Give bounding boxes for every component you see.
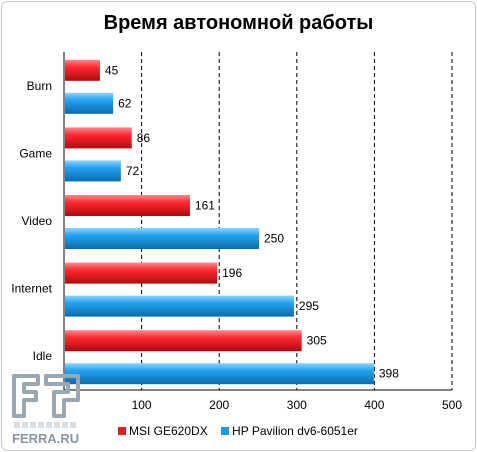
bar-burn-msi xyxy=(65,59,100,81)
bar-internet-msi xyxy=(65,262,218,284)
legend-label-hp: HP Pavilion dv6-6051er xyxy=(232,424,358,438)
category-label-game: Game xyxy=(19,146,52,160)
bar-idle-msi xyxy=(65,330,302,352)
category-label-video: Video xyxy=(22,214,53,228)
bar-burn-hp xyxy=(65,92,114,114)
data-label-game-hp: 72 xyxy=(126,164,140,178)
bar-idle-hp xyxy=(65,363,374,385)
legend-item-msi: MSI GE620DX xyxy=(118,424,208,438)
x-tick-label-300: 300 xyxy=(287,398,307,412)
data-label-video-hp: 250 xyxy=(264,232,284,246)
x-tick-label-500: 500 xyxy=(442,398,462,412)
x-tick-label-100: 100 xyxy=(132,398,152,412)
data-label-idle-msi: 305 xyxy=(307,334,327,348)
data-label-internet-msi: 196 xyxy=(222,266,242,280)
ferra-logo: FERRA.RU xyxy=(12,374,80,446)
bar-video-hp xyxy=(65,228,259,249)
bar-game-msi xyxy=(65,127,132,149)
legend-label-msi: MSI GE620DX xyxy=(129,424,208,438)
legend-swatch-hp xyxy=(221,427,230,435)
data-label-burn-hp: 62 xyxy=(118,96,132,110)
bar-internet-hp xyxy=(65,295,294,317)
bar-game-hp xyxy=(65,160,121,182)
logo-text: FERRA.RU xyxy=(12,431,79,446)
data-label-game-msi: 86 xyxy=(137,131,151,145)
chart-title: Время автономной работы xyxy=(103,12,374,34)
legend-swatch-msi xyxy=(118,427,126,435)
data-label-burn-msi: 45 xyxy=(105,63,119,77)
x-tick-label-200: 200 xyxy=(209,398,229,412)
data-label-video-msi: 161 xyxy=(195,199,215,213)
category-label-idle: Idle xyxy=(33,349,53,363)
legend: MSI GE620DX HP Pavilion dv6-6051er xyxy=(118,424,368,438)
x-tick-label-400: 400 xyxy=(364,398,384,412)
data-label-internet-hp: 295 xyxy=(299,299,319,313)
bar-video-msi xyxy=(65,195,190,216)
category-label-burn: Burn xyxy=(27,79,52,93)
category-label-internet: Internet xyxy=(11,282,52,296)
legend-item-hp: HP Pavilion dv6-6051er xyxy=(221,424,358,438)
data-label-idle-hp: 398 xyxy=(379,367,399,381)
